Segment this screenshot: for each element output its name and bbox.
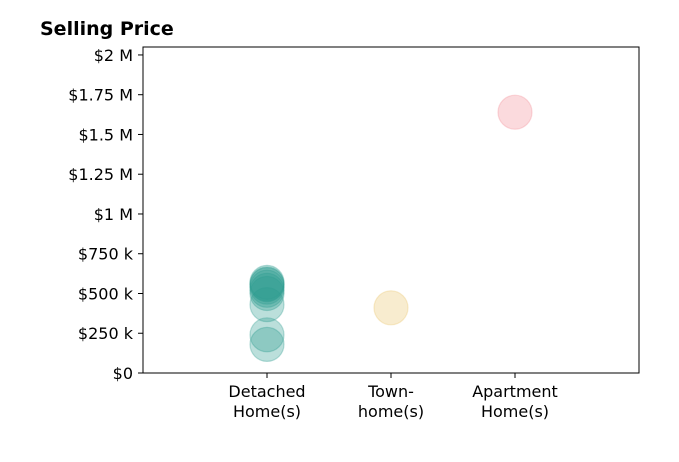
- y-tick-label: $0: [113, 364, 133, 383]
- y-tick-label: $1 M: [94, 205, 133, 224]
- x-tick-label: Town-home(s): [358, 382, 424, 421]
- y-tick-label: $2 M: [94, 46, 133, 65]
- data-point-town-home-s: [373, 290, 409, 326]
- y-tick-label: $500 k: [78, 284, 134, 303]
- points-layer: [249, 94, 533, 362]
- y-tick-label: $1.25 M: [68, 165, 133, 184]
- data-point-apartment-home-s: [497, 94, 533, 130]
- x-axis: Detached Home(s) Town-home(s) Apartment Home…: [228, 373, 558, 421]
- data-point-detached-home-s: [249, 326, 285, 362]
- data-point-detached-home-s: [249, 317, 285, 353]
- x-tick-label: Apartment Home(s): [472, 382, 558, 421]
- data-point-detached-home-s: [249, 264, 285, 300]
- chart-title: Selling Price: [40, 18, 174, 40]
- y-tick-label: $1.5 M: [78, 125, 133, 144]
- data-point-detached-home-s: [249, 269, 285, 305]
- y-tick-label: $1.75 M: [68, 86, 133, 105]
- data-point-detached-home-s: [249, 272, 285, 308]
- data-point-detached-home-s: [249, 275, 285, 312]
- y-tick-label: $250 k: [78, 324, 134, 343]
- x-tick-label: Detached Home(s): [228, 382, 305, 421]
- y-axis: $0 $250 k $500 k $750 k $1 M $1.25 M $1.5 M $1.…: [68, 46, 143, 383]
- data-point-detached-home-s: [249, 267, 285, 303]
- y-tick-label: $750 k: [78, 245, 134, 264]
- data-point-detached-home-s: [249, 266, 285, 302]
- data-point-detached-home-s: [249, 287, 285, 323]
